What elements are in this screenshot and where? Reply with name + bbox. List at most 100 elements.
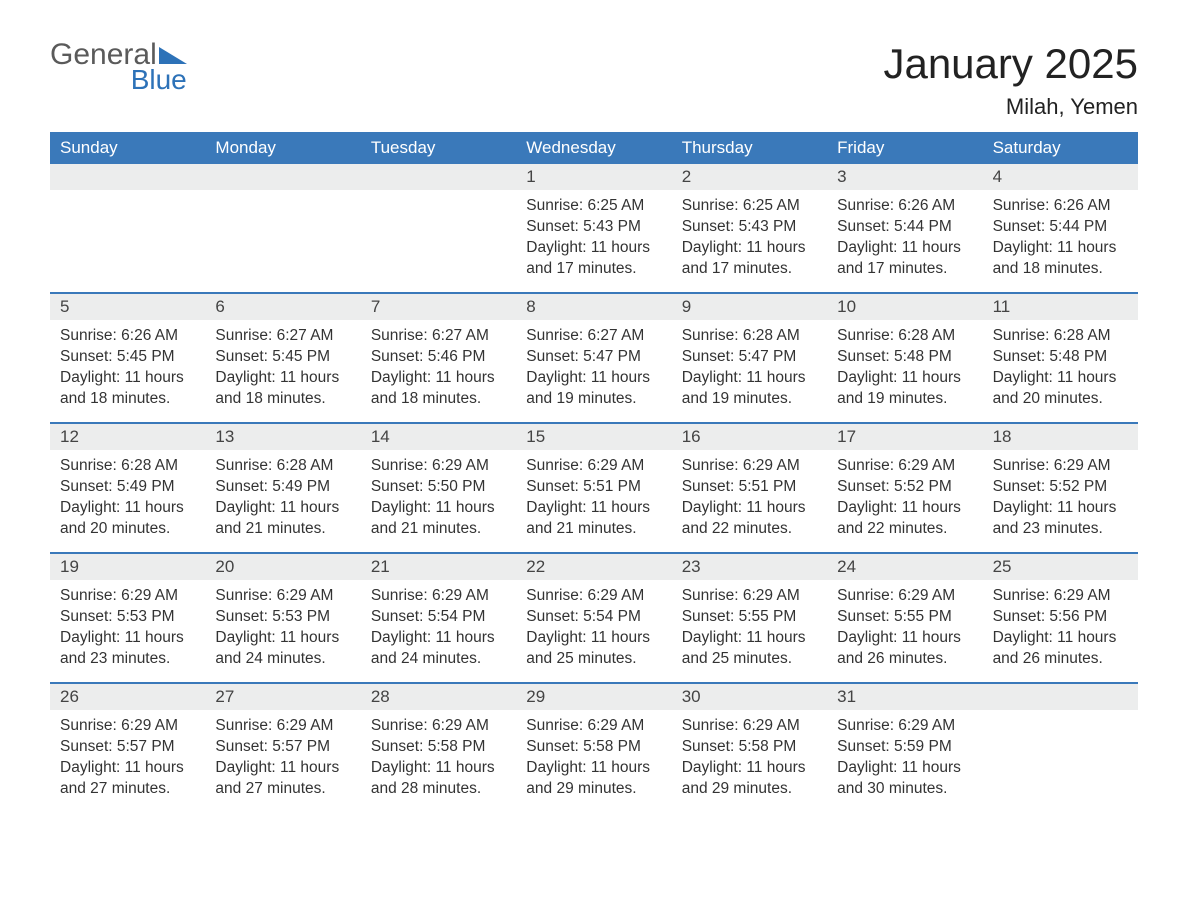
day-body: Sunrise: 6:29 AMSunset: 5:57 PMDaylight:…: [50, 710, 205, 808]
sunrise-line: Sunrise: 6:29 AM: [837, 456, 972, 477]
day-body: Sunrise: 6:28 AMSunset: 5:49 PMDaylight:…: [205, 450, 360, 548]
d1-line: Daylight: 11 hours: [837, 238, 972, 259]
day-body: [205, 190, 360, 280]
day-number: 3: [827, 164, 982, 190]
day-body: Sunrise: 6:29 AMSunset: 5:54 PMDaylight:…: [361, 580, 516, 678]
d1-line: Daylight: 11 hours: [215, 368, 350, 389]
d2-line: and 29 minutes.: [682, 779, 817, 800]
calendar-day-cell: 7Sunrise: 6:27 AMSunset: 5:46 PMDaylight…: [361, 294, 516, 422]
d1-line: Daylight: 11 hours: [215, 758, 350, 779]
sunset-line: Sunset: 5:44 PM: [837, 217, 972, 238]
sunrise-line: Sunrise: 6:29 AM: [371, 586, 506, 607]
calendar-day-cell: 25Sunrise: 6:29 AMSunset: 5:56 PMDayligh…: [983, 554, 1138, 682]
day-header: Thursday: [672, 132, 827, 164]
calendar-day-cell: 6Sunrise: 6:27 AMSunset: 5:45 PMDaylight…: [205, 294, 360, 422]
sunset-line: Sunset: 5:47 PM: [526, 347, 661, 368]
calendar-day-cell: 3Sunrise: 6:26 AMSunset: 5:44 PMDaylight…: [827, 164, 982, 292]
calendar-day-cell: [50, 164, 205, 292]
sunset-line: Sunset: 5:52 PM: [993, 477, 1128, 498]
sunset-line: Sunset: 5:53 PM: [60, 607, 195, 628]
calendar-day-cell: [205, 164, 360, 292]
d2-line: and 27 minutes.: [215, 779, 350, 800]
d2-line: and 30 minutes.: [837, 779, 972, 800]
day-body: Sunrise: 6:25 AMSunset: 5:43 PMDaylight:…: [672, 190, 827, 288]
day-body: Sunrise: 6:29 AMSunset: 5:53 PMDaylight:…: [205, 580, 360, 678]
sunset-line: Sunset: 5:44 PM: [993, 217, 1128, 238]
day-number: 6: [205, 294, 360, 320]
d1-line: Daylight: 11 hours: [837, 498, 972, 519]
day-number: 24: [827, 554, 982, 580]
sunrise-line: Sunrise: 6:29 AM: [993, 456, 1128, 477]
sunset-line: Sunset: 5:53 PM: [215, 607, 350, 628]
day-number: 5: [50, 294, 205, 320]
day-number: 12: [50, 424, 205, 450]
day-number: 4: [983, 164, 1138, 190]
sunrise-line: Sunrise: 6:29 AM: [60, 716, 195, 737]
calendar-day-cell: 8Sunrise: 6:27 AMSunset: 5:47 PMDaylight…: [516, 294, 671, 422]
day-body: Sunrise: 6:28 AMSunset: 5:49 PMDaylight:…: [50, 450, 205, 548]
d1-line: Daylight: 11 hours: [993, 238, 1128, 259]
d2-line: and 18 minutes.: [215, 389, 350, 410]
sunset-line: Sunset: 5:58 PM: [371, 737, 506, 758]
d2-line: and 24 minutes.: [371, 649, 506, 670]
d1-line: Daylight: 11 hours: [682, 628, 817, 649]
calendar-day-cell: 17Sunrise: 6:29 AMSunset: 5:52 PMDayligh…: [827, 424, 982, 552]
d1-line: Daylight: 11 hours: [60, 368, 195, 389]
d1-line: Daylight: 11 hours: [526, 628, 661, 649]
day-number: 10: [827, 294, 982, 320]
day-header: Sunday: [50, 132, 205, 164]
sunset-line: Sunset: 5:57 PM: [215, 737, 350, 758]
sunrise-line: Sunrise: 6:26 AM: [993, 196, 1128, 217]
sunrise-line: Sunrise: 6:29 AM: [682, 456, 817, 477]
day-number: 23: [672, 554, 827, 580]
sunrise-line: Sunrise: 6:29 AM: [371, 456, 506, 477]
d2-line: and 20 minutes.: [993, 389, 1128, 410]
day-body: Sunrise: 6:28 AMSunset: 5:47 PMDaylight:…: [672, 320, 827, 418]
day-body: Sunrise: 6:27 AMSunset: 5:46 PMDaylight:…: [361, 320, 516, 418]
d2-line: and 18 minutes.: [60, 389, 195, 410]
page-header: General Blue January 2025 Milah, Yemen: [50, 40, 1138, 120]
sunrise-line: Sunrise: 6:29 AM: [993, 586, 1128, 607]
day-header: Friday: [827, 132, 982, 164]
day-body: Sunrise: 6:29 AMSunset: 5:50 PMDaylight:…: [361, 450, 516, 548]
calendar-day-cell: 27Sunrise: 6:29 AMSunset: 5:57 PMDayligh…: [205, 684, 360, 812]
calendar-day-cell: 28Sunrise: 6:29 AMSunset: 5:58 PMDayligh…: [361, 684, 516, 812]
sunset-line: Sunset: 5:45 PM: [215, 347, 350, 368]
sunrise-line: Sunrise: 6:29 AM: [837, 716, 972, 737]
day-number: 17: [827, 424, 982, 450]
calendar-day-cell: 19Sunrise: 6:29 AMSunset: 5:53 PMDayligh…: [50, 554, 205, 682]
d1-line: Daylight: 11 hours: [993, 368, 1128, 389]
sunrise-line: Sunrise: 6:29 AM: [526, 586, 661, 607]
d2-line: and 18 minutes.: [371, 389, 506, 410]
calendar-day-cell: 20Sunrise: 6:29 AMSunset: 5:53 PMDayligh…: [205, 554, 360, 682]
day-number: 19: [50, 554, 205, 580]
d1-line: Daylight: 11 hours: [526, 758, 661, 779]
day-number: 14: [361, 424, 516, 450]
d2-line: and 17 minutes.: [682, 259, 817, 280]
d1-line: Daylight: 11 hours: [526, 368, 661, 389]
d2-line: and 18 minutes.: [993, 259, 1128, 280]
sunset-line: Sunset: 5:49 PM: [60, 477, 195, 498]
day-body: Sunrise: 6:28 AMSunset: 5:48 PMDaylight:…: [827, 320, 982, 418]
d2-line: and 21 minutes.: [215, 519, 350, 540]
sunrise-line: Sunrise: 6:28 AM: [837, 326, 972, 347]
calendar-day-cell: [361, 164, 516, 292]
calendar-day-cell: 21Sunrise: 6:29 AMSunset: 5:54 PMDayligh…: [361, 554, 516, 682]
sunset-line: Sunset: 5:49 PM: [215, 477, 350, 498]
sunrise-line: Sunrise: 6:29 AM: [215, 586, 350, 607]
calendar-day-cell: 24Sunrise: 6:29 AMSunset: 5:55 PMDayligh…: [827, 554, 982, 682]
d2-line: and 25 minutes.: [682, 649, 817, 670]
d2-line: and 26 minutes.: [993, 649, 1128, 670]
location-label: Milah, Yemen: [883, 94, 1138, 120]
sunrise-line: Sunrise: 6:27 AM: [371, 326, 506, 347]
d2-line: and 27 minutes.: [60, 779, 195, 800]
calendar-day-cell: 14Sunrise: 6:29 AMSunset: 5:50 PMDayligh…: [361, 424, 516, 552]
day-body: Sunrise: 6:29 AMSunset: 5:56 PMDaylight:…: [983, 580, 1138, 678]
day-body: [50, 190, 205, 280]
d2-line: and 20 minutes.: [60, 519, 195, 540]
d1-line: Daylight: 11 hours: [60, 758, 195, 779]
sunset-line: Sunset: 5:51 PM: [526, 477, 661, 498]
calendar-day-cell: 18Sunrise: 6:29 AMSunset: 5:52 PMDayligh…: [983, 424, 1138, 552]
d2-line: and 22 minutes.: [837, 519, 972, 540]
d1-line: Daylight: 11 hours: [682, 498, 817, 519]
